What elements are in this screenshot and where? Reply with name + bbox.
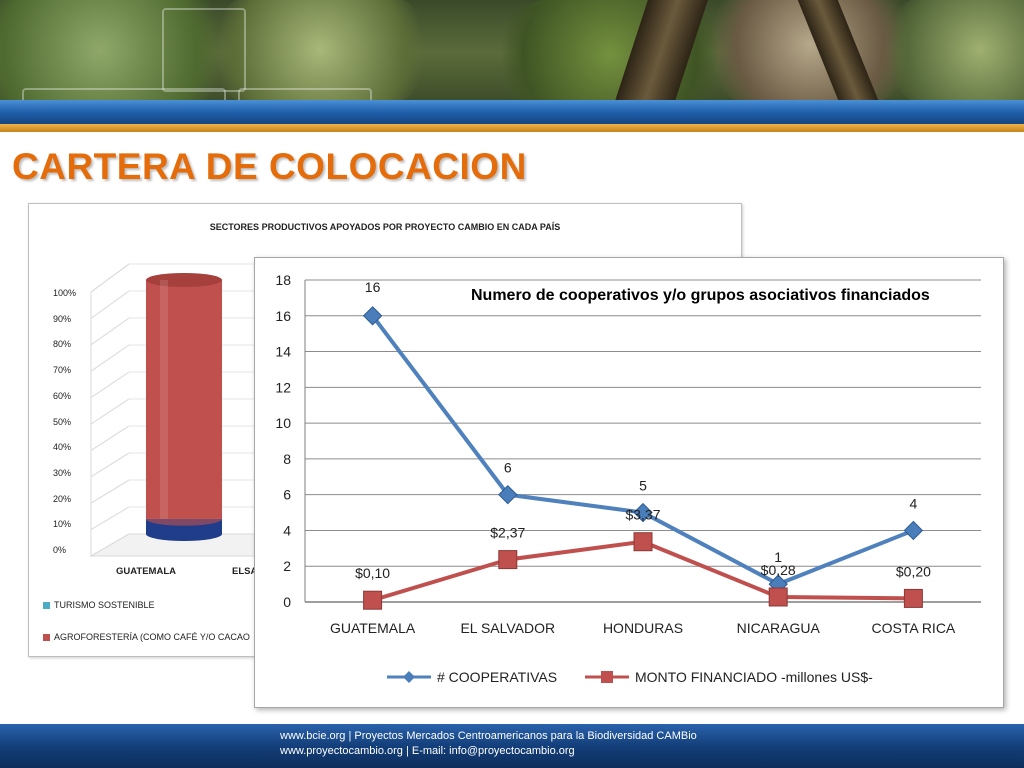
data-point-monto [633,532,653,552]
legend-label: AGROFORESTERÍA (COMO CAFÉ Y/O CACAO [54,632,250,642]
y-tick-label: 16 [275,308,291,324]
data-label: 5 [639,478,647,494]
data-point-monto [768,587,788,607]
background-y-tick-label: 20% [53,493,72,504]
data-label: 4 [910,495,918,511]
legend-swatch [43,633,50,641]
background-category-label: ELSA [232,566,258,577]
y-tick-label: 6 [283,487,291,503]
background-y-tick-label: 100% [53,288,77,298]
background-y-tick-label: 80% [53,339,72,350]
bar-segment-agroforesteria [146,280,222,519]
y-tick-label: 4 [283,522,291,538]
data-label: $0,10 [355,565,390,581]
legend-marker [403,671,415,683]
x-tick-label: NICARAGUA [737,620,821,636]
background-category-label: GUATEMALA [116,566,176,577]
banner-gold-stripe [0,124,1024,132]
data-point-cooperativas [903,520,924,541]
y-tick-label: 18 [275,272,291,288]
background-gridline [90,371,130,399]
bar-segment-turismo [146,527,222,541]
chart-title: Numero de cooperativos y/o grupos asocia… [471,287,930,304]
data-label: $2,37 [490,525,525,541]
background-gridline [90,398,130,425]
y-tick-label: 14 [275,344,291,360]
background-legend-item: AGROFORESTERÍA (COMO CAFÉ Y/O CACAO [43,632,250,642]
data-point-monto [363,590,383,610]
y-tick-label: 0 [283,594,291,610]
legend-label: TURISMO SOSTENIBLE [54,600,155,610]
frame-decor [162,8,246,92]
banner-blue-stripe [0,100,1024,124]
footer-text-line2: www.proyectocambio.org | E-mail: info@pr… [280,745,575,757]
y-tick-label: 8 [283,451,291,467]
background-gridline [90,452,130,478]
bar-highlight [160,280,168,519]
background-gridline [90,479,130,504]
data-point-cooperativas [362,306,383,326]
legend-label: # COOPERATIVAS [437,669,557,685]
background-y-tick-label: 30% [53,467,72,478]
data-point-monto [903,588,923,608]
x-tick-label: COSTA RICA [872,620,956,636]
background-gridline [90,425,130,451]
background-gridline [90,317,130,346]
x-tick-label: EL SALVADOR [460,620,555,636]
data-label: $3,37 [625,507,660,523]
background-legend-item: TURISMO SOSTENIBLE [43,600,155,610]
background-y-tick-label: 0% [53,545,67,555]
bar-segment-agroforesteria [146,511,222,526]
legend-marker [601,671,613,683]
background-y-tick-label: 60% [53,390,72,401]
y-tick-label: 12 [275,379,291,395]
data-label: 1 [774,549,782,565]
x-tick-label: GUATEMALA [330,620,416,636]
data-label: $0,20 [896,563,931,579]
data-label: 6 [504,460,512,476]
footer-text-line1: www.bcie.org | Proyectos Mercados Centro… [280,730,697,742]
data-point-cooperativas [498,484,518,505]
legend-label: MONTO FINANCIADO -millones US$- [635,669,873,685]
background-chart-title: SECTORES PRODUCTIVOS APOYADOS POR PROYEC… [209,222,561,232]
bar-cylinder-top [146,273,222,287]
background-y-tick-label: 40% [53,442,72,453]
background-y-tick-label: 90% [53,313,72,324]
background-y-tick-label: 50% [53,416,72,427]
x-tick-label: HONDURAS [603,620,683,636]
background-gridline [90,506,130,531]
legend-swatch [43,601,50,609]
data-point-monto [498,550,518,570]
footer-bar: www.bcie.org | Proyectos Mercados Centro… [0,724,1024,768]
background-gridline [90,263,130,293]
background-gridline [90,290,130,319]
background-gridline [90,344,130,372]
slide-title: CARTERA DE COLOCACION [12,146,527,187]
header-banner [0,0,1024,132]
data-label: 16 [365,279,381,295]
cooperatives-line-chart: 0 2 4 6 8 10 12 14 16 18 GUATEMALA EL SALVADOR HONDU… [254,257,1004,708]
background-y-tick-label: 70% [53,365,72,376]
background-y-tick-label: 10% [53,519,72,530]
data-point-cooperativas [633,502,653,523]
data-label: $0,28 [761,562,796,578]
y-tick-label: 2 [283,558,291,574]
y-tick-label: 10 [275,415,291,431]
